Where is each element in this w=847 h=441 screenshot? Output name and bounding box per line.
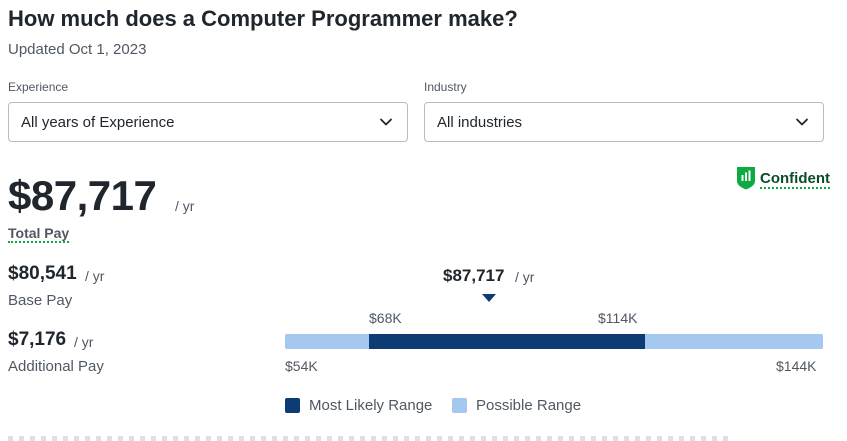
median-pay-unit: / yr — [515, 269, 535, 285]
median-marker — [482, 294, 496, 302]
legend-label-likely: Most Likely Range — [309, 397, 433, 414]
median-pay-amount: $87,717 — [443, 266, 505, 285]
experience-select-value: All years of Experience — [21, 113, 175, 131]
legend-swatch-likely — [285, 398, 300, 413]
additional-pay-unit: / yr — [74, 334, 94, 350]
industry-label: Industry — [424, 80, 467, 94]
total-pay-unit: / yr — [175, 198, 195, 214]
likely-range-low-label: $68K — [369, 310, 402, 326]
cropped-text-line — [8, 436, 728, 441]
legend-swatch-possible — [452, 398, 467, 413]
industry-select-value: All industries — [437, 113, 523, 131]
chevron-down-icon — [380, 118, 392, 126]
legend-possible: Possible Range — [452, 397, 581, 414]
updated-date: Updated Oct 1, 2023 — [8, 41, 147, 58]
industry-select[interactable]: All industries — [424, 102, 824, 142]
confidence-label: Confident — [760, 170, 830, 189]
additional-pay-label: Additional Pay — [8, 358, 104, 375]
total-pay-amount: $87,717 — [8, 172, 157, 219]
shield-chart-icon — [737, 167, 755, 190]
confidence-indicator[interactable]: Confident — [736, 166, 830, 190]
likely-range-bar — [369, 334, 645, 349]
legend-label-possible: Possible Range — [476, 397, 582, 414]
experience-select[interactable]: All years of Experience — [8, 102, 408, 142]
possible-range-high-label: $144K — [776, 358, 817, 374]
additional-pay-amount: $7,176 — [8, 329, 67, 350]
possible-range-low-label: $54K — [285, 358, 318, 374]
total-pay-label[interactable]: Total Pay — [8, 225, 70, 243]
base-pay-label: Base Pay — [8, 292, 73, 309]
chevron-down-icon — [796, 118, 808, 126]
base-pay-unit: / yr — [85, 268, 105, 284]
likely-range-high-label: $114K — [598, 310, 638, 326]
legend-most-likely: Most Likely Range — [285, 397, 432, 414]
experience-label: Experience — [8, 80, 69, 94]
base-pay-amount: $80,541 — [8, 263, 77, 284]
page-title: How much does a Computer Programmer make… — [8, 6, 518, 31]
